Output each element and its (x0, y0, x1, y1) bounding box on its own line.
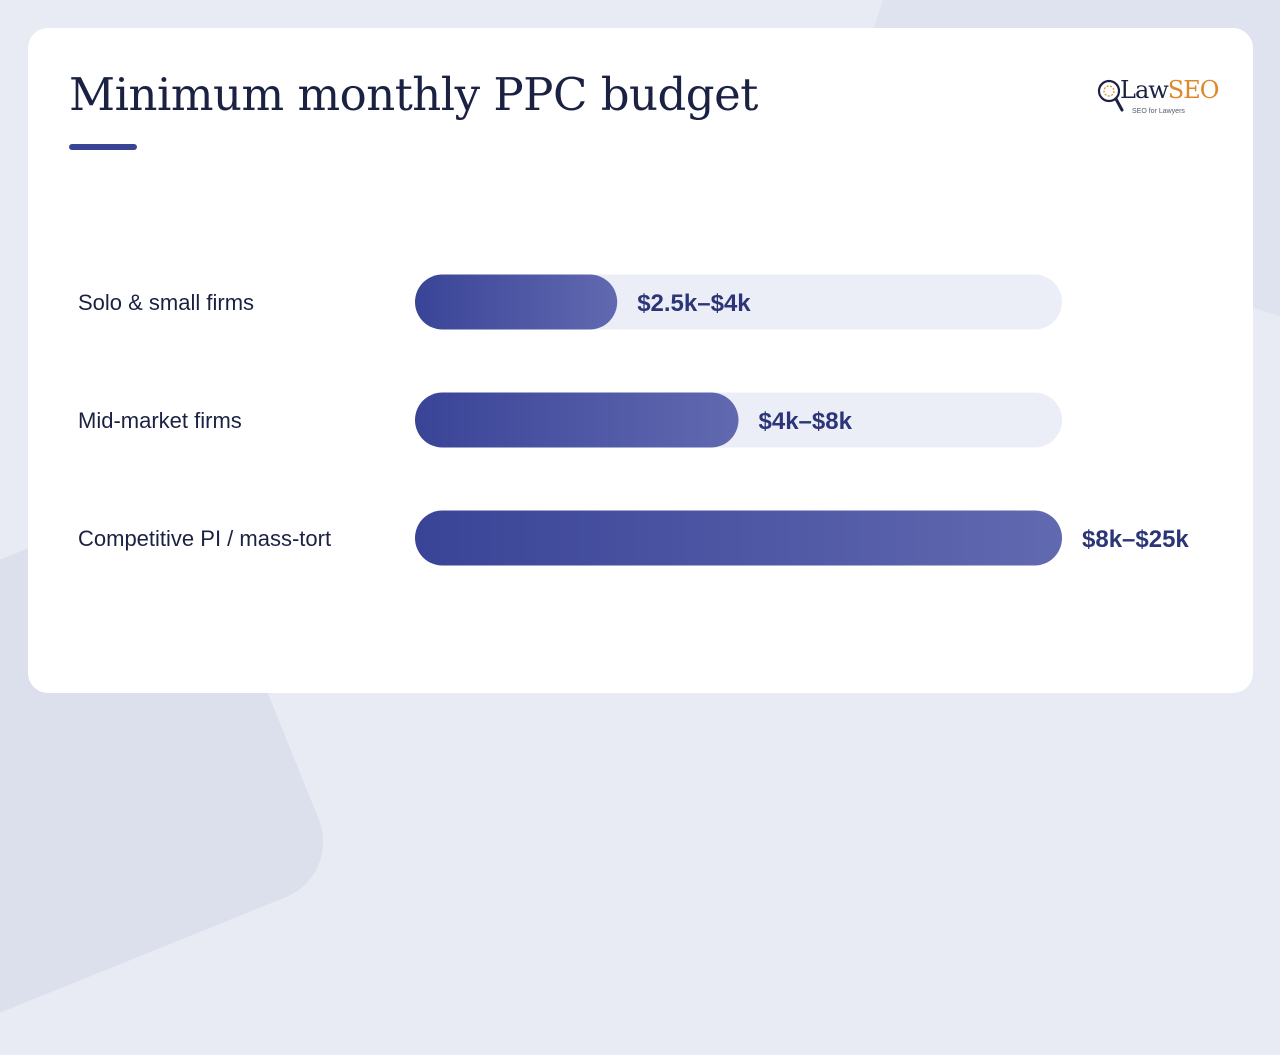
bar (415, 510, 1062, 566)
category-label: Competitive PI / mass-tort (78, 526, 331, 551)
bar (415, 392, 739, 448)
bar (415, 274, 618, 330)
brand-logo: LawSEO SEO for Lawyers (1096, 76, 1219, 126)
magnifier-gavel-icon (1097, 79, 1124, 112)
page-title: Minimum monthly PPC budget (69, 68, 758, 121)
chart-card: Minimum monthly PPC budget LawSEO SEO fo… (28, 28, 1253, 693)
logo-tagline: SEO for Lawyers (1132, 108, 1185, 115)
logo-wordmark: LawSEO (1120, 76, 1219, 104)
value-label: $8k–$25k (1082, 526, 1189, 553)
value-label: $4k–$8k (759, 408, 853, 435)
title-underline (69, 144, 137, 150)
value-label: $2.5k–$4k (637, 290, 751, 317)
category-label: Mid-market firms (78, 408, 242, 433)
bar-chart: Solo & small firms $2.5k–$4k Mid-market fi… (78, 274, 1189, 566)
category-label: Solo & small firms (78, 290, 254, 315)
